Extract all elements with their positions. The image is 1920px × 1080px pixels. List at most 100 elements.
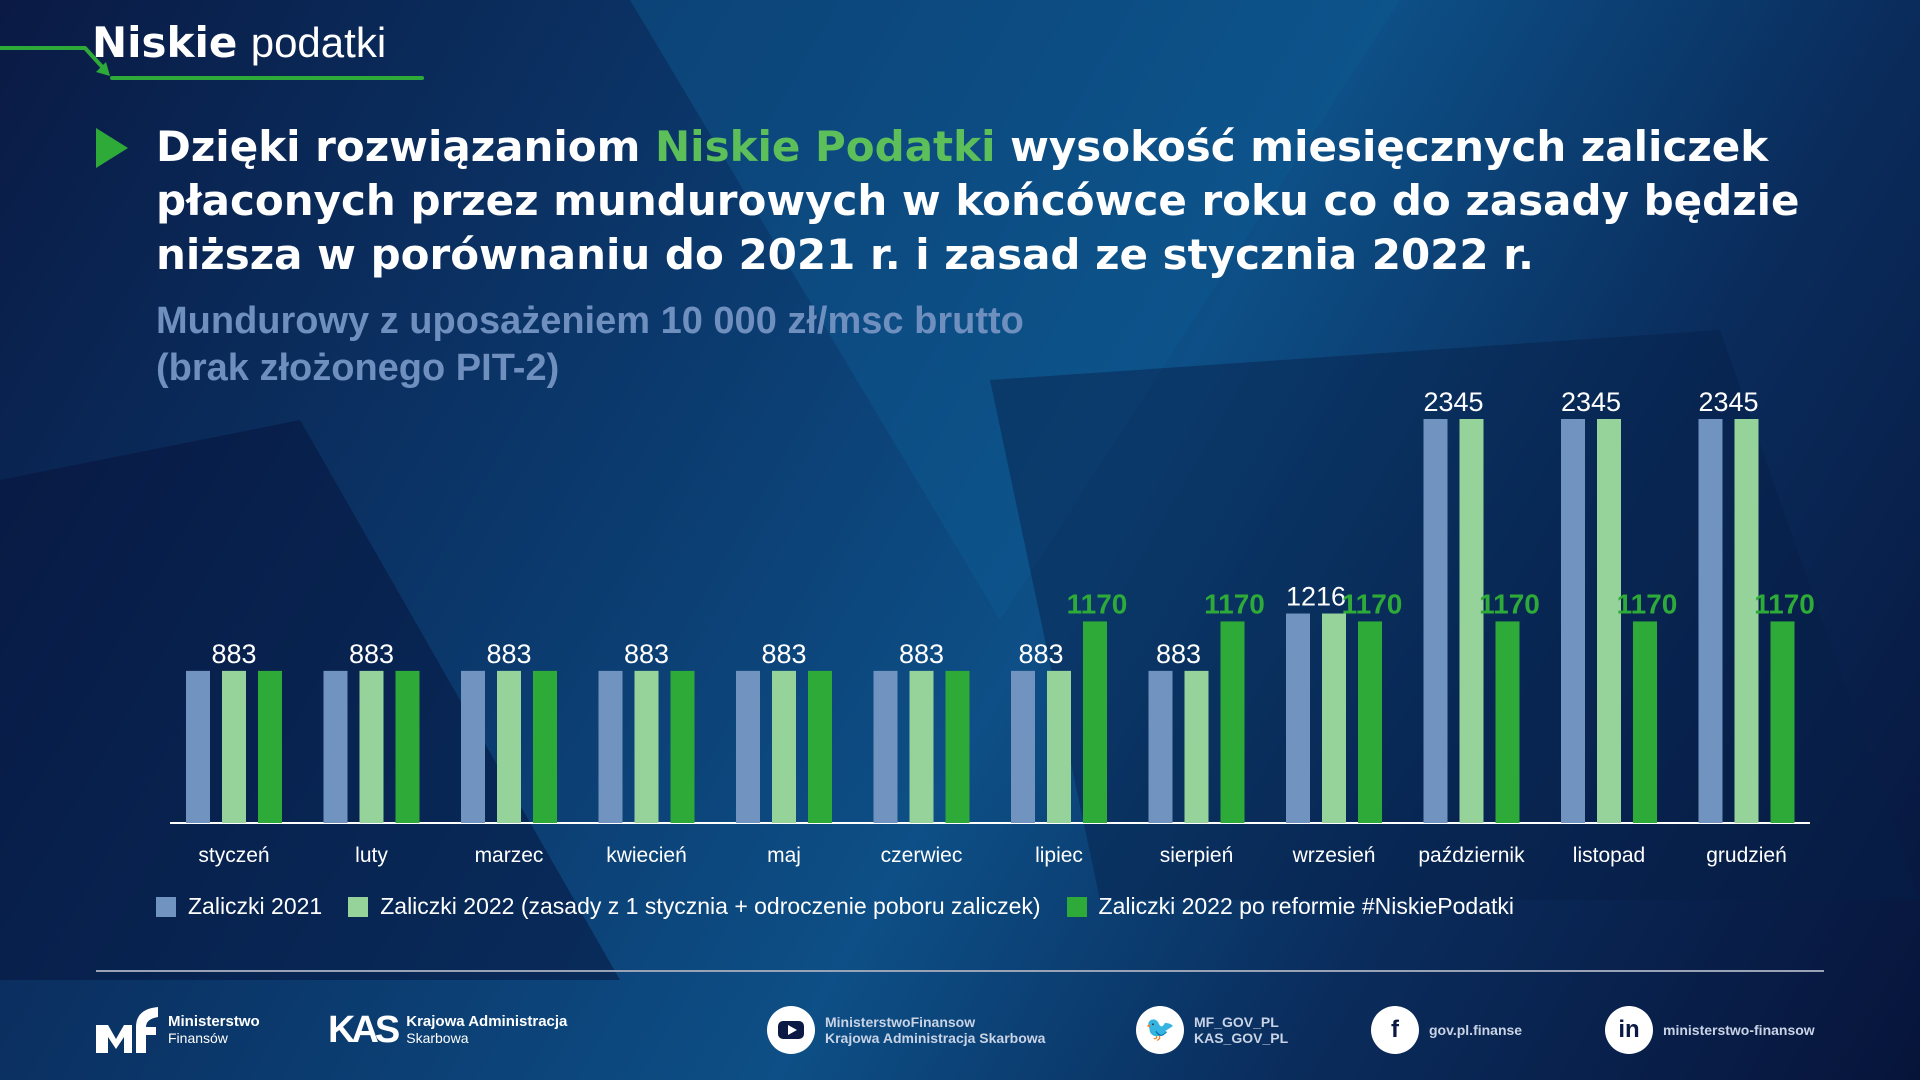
legend-label: Zaliczki 2022 (zasady z 1 stycznia + odr… xyxy=(380,893,1041,919)
facebook-handle: gov.pl.finanse xyxy=(1429,1022,1523,1038)
youtube-link[interactable]: MinisterstwoFinansow Krajowa Administracj… xyxy=(767,1000,1045,1060)
bar-3-6 xyxy=(1083,621,1107,823)
mf-logo: Ministerstwo Finansów xyxy=(96,1000,260,1060)
bar-2-8 xyxy=(1322,613,1346,823)
kas-name-line2: Skarbowa xyxy=(406,1030,469,1046)
linkedin-link[interactable]: in ministerstwo-finansow xyxy=(1605,1000,1815,1060)
twitter-icon: 🐦 xyxy=(1136,1006,1184,1054)
bar-2-7 xyxy=(1184,670,1209,823)
bar-3-9 xyxy=(1495,621,1520,823)
youtube-line1: MinisterstwoFinansow xyxy=(825,1014,976,1030)
youtube-line2: Krajowa Administracja Skarbowa xyxy=(825,1030,1046,1046)
month-label: sierpień xyxy=(1160,844,1234,867)
logo-underline xyxy=(110,76,424,80)
bar-1-3 xyxy=(598,670,623,823)
data-label: 2345 xyxy=(1698,387,1758,417)
bar-1-4 xyxy=(736,670,760,823)
month-label: październik xyxy=(1418,844,1525,867)
legend-swatch xyxy=(348,896,369,917)
bar-2-10 xyxy=(1597,419,1621,823)
data-label: 883 xyxy=(211,639,256,669)
subtitle-line2: (brak złożonego PIT-2) xyxy=(156,347,560,389)
month-label: lipiec xyxy=(1035,844,1083,867)
title-part1: Dzięki rozwiązaniom xyxy=(156,122,656,171)
title-highlight: Niskie Podatki xyxy=(655,122,996,171)
kas-logo-icon: KAS xyxy=(328,1009,400,1051)
niskie-podatki-logo: Niskie podatki xyxy=(92,18,386,67)
bar-2-6 xyxy=(1047,670,1071,823)
logo-light: podatki xyxy=(250,19,387,66)
kas-logo: KAS Krajowa Administracja Skarbowa xyxy=(328,1000,567,1060)
bar-3-7 xyxy=(1220,621,1245,823)
month-label: marzec xyxy=(475,844,544,867)
bar-3-0 xyxy=(258,670,282,823)
bar-1-9 xyxy=(1423,419,1448,823)
bar-1-10 xyxy=(1561,419,1585,823)
twitter-line1: MF_GOV_PL xyxy=(1194,1014,1279,1030)
bar-3-8 xyxy=(1358,621,1382,823)
legend-label: Zaliczki 2021 xyxy=(188,893,323,919)
month-label: czerwiec xyxy=(881,844,963,867)
month-label: styczeń xyxy=(198,844,269,867)
bar-1-8 xyxy=(1286,613,1310,823)
mf-logo-icon xyxy=(96,1007,158,1053)
data-label-green: 1170 xyxy=(1479,588,1540,619)
month-label: maj xyxy=(767,844,801,867)
data-label: 883 xyxy=(1156,639,1201,669)
data-label: 883 xyxy=(899,639,944,669)
legend-item: Zaliczki 2021 xyxy=(156,893,322,920)
data-label: 883 xyxy=(349,639,394,669)
play-bullet-icon xyxy=(96,128,128,168)
bar-3-11 xyxy=(1770,621,1795,823)
chart-subtitle: Mundurowy z uposażeniem 10 000 zł/msc br… xyxy=(156,298,1024,392)
bar-3-2 xyxy=(533,670,557,823)
mf-name-line2: Finansów xyxy=(168,1030,228,1046)
logo-bold: Niskie xyxy=(92,18,238,67)
data-label: 883 xyxy=(1018,639,1063,669)
bar-2-2 xyxy=(497,670,521,823)
bar-2-5 xyxy=(909,670,934,823)
bar-2-1 xyxy=(359,670,384,823)
bar-3-4 xyxy=(808,670,832,823)
bar-3-3 xyxy=(670,670,695,823)
legend-item: Zaliczki 2022 po reformie #NiskiePodatki xyxy=(1066,893,1514,920)
linkedin-icon: in xyxy=(1605,1006,1653,1054)
footer-divider xyxy=(96,970,1824,972)
facebook-link[interactable]: f gov.pl.finanse xyxy=(1371,1000,1522,1060)
bar-1-0 xyxy=(186,670,210,823)
bar-2-3 xyxy=(634,670,659,823)
bar-3-10 xyxy=(1633,621,1657,823)
bar-1-5 xyxy=(873,670,898,823)
data-label-green: 1170 xyxy=(1067,588,1128,619)
month-label: listopad xyxy=(1573,844,1645,867)
data-label-green: 1170 xyxy=(1754,588,1815,619)
arrow-decoration-icon xyxy=(0,46,110,76)
bar-2-4 xyxy=(772,670,796,823)
bar-1-11 xyxy=(1698,419,1723,823)
legend-item: Zaliczki 2022 (zasady z 1 stycznia + odr… xyxy=(348,893,1041,920)
data-label: 883 xyxy=(761,639,806,669)
bar-2-11 xyxy=(1734,419,1759,823)
data-label: 2345 xyxy=(1561,387,1621,417)
bar-1-6 xyxy=(1011,670,1035,823)
page-title: Dzięki rozwiązaniom Niskie Podatki wysok… xyxy=(156,120,1856,282)
bar-chart: 883 styczeń 883 luty 883 marzec 883 kwiecień 883… xyxy=(186,387,1815,867)
bar-3-5 xyxy=(945,670,970,823)
month-label: grudzień xyxy=(1706,844,1787,867)
data-label-green: 1170 xyxy=(1204,588,1265,619)
bar-1-2 xyxy=(461,670,485,823)
data-label: 2345 xyxy=(1423,387,1483,417)
twitter-link[interactable]: 🐦 MF_GOV_PL KAS_GOV_PL xyxy=(1136,1000,1288,1060)
data-label: 1216 xyxy=(1286,582,1346,612)
facebook-icon: f xyxy=(1371,1006,1419,1054)
bar-2-9 xyxy=(1459,419,1484,823)
bar-2-0 xyxy=(222,670,246,823)
youtube-icon xyxy=(767,1006,815,1054)
bar-1-1 xyxy=(323,670,348,823)
data-label-green: 1170 xyxy=(1617,588,1678,619)
data-label: 883 xyxy=(486,639,531,669)
subtitle-line1: Mundurowy z uposażeniem 10 000 zł/msc br… xyxy=(156,300,1024,342)
linkedin-handle: ministerstwo-finansow xyxy=(1663,1022,1815,1038)
month-label: wrzesień xyxy=(1292,844,1376,867)
chart-legend: Zaliczki 2021 Zaliczki 2022 (zasady z 1 s… xyxy=(156,893,1514,920)
